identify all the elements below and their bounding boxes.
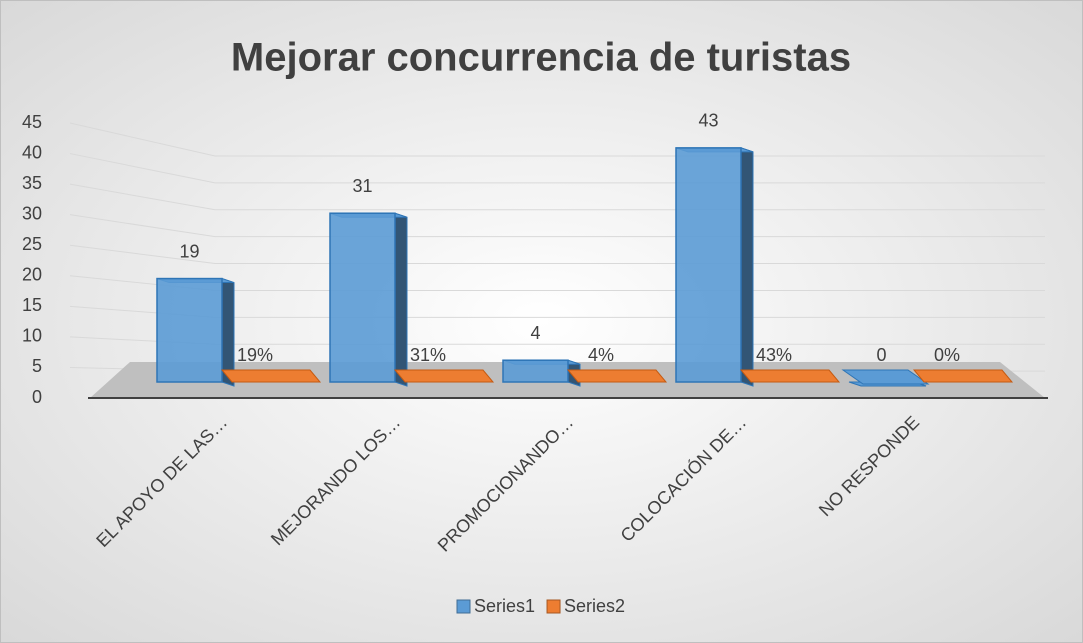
bar — [156, 277, 235, 387]
bar-front — [675, 147, 742, 383]
bar-top — [841, 369, 930, 385]
bar — [841, 369, 930, 387]
grid-line — [69, 244, 1045, 265]
bar-top — [912, 369, 1014, 383]
grid-line — [69, 153, 1045, 184]
value-label: 31 — [352, 176, 372, 196]
bar-front — [502, 359, 569, 383]
value-label: 43 — [698, 111, 718, 131]
bar — [675, 147, 754, 387]
legend-label: Series2 — [564, 596, 625, 616]
bar-side — [394, 212, 408, 387]
y-tick-label: 30 — [22, 203, 42, 223]
grid-line — [69, 183, 1045, 211]
value-label: 4% — [588, 345, 614, 365]
bar — [912, 369, 1014, 383]
bar — [502, 359, 581, 387]
bar-top — [739, 369, 841, 383]
chart-title: Mejorar concurrencia de turistas — [231, 36, 851, 80]
y-tick-label: 35 — [22, 173, 42, 193]
y-tick-label: 25 — [22, 234, 42, 254]
bar — [739, 369, 841, 383]
value-label: 0 — [876, 345, 886, 365]
value-label: 31% — [410, 345, 446, 365]
y-tick-label: 5 — [32, 356, 42, 376]
bar — [329, 212, 408, 387]
bar-top — [393, 369, 495, 383]
bar-top — [566, 369, 668, 383]
y-tick-label: 15 — [22, 295, 42, 315]
y-tick-label: 40 — [22, 142, 42, 162]
grid-line — [69, 122, 1045, 157]
legend-swatch — [456, 599, 471, 614]
bar-front — [329, 212, 396, 383]
bar-side — [740, 147, 754, 387]
y-tick-label: 20 — [22, 265, 42, 285]
legend-label: Series1 — [474, 596, 535, 616]
bar — [393, 369, 495, 383]
grid-line — [69, 214, 1045, 238]
bar — [566, 369, 668, 383]
bar-front — [156, 277, 223, 383]
value-label: 43% — [756, 345, 792, 365]
y-tick-label: 0 — [32, 387, 42, 407]
y-tick-label: 45 — [22, 112, 42, 132]
value-label: 19% — [237, 345, 273, 365]
value-label: 4 — [530, 323, 540, 343]
value-label: 0% — [934, 345, 960, 365]
bar-top — [220, 369, 322, 383]
bar — [220, 369, 322, 383]
value-label: 19 — [179, 241, 199, 261]
legend-swatch — [546, 599, 561, 614]
y-tick-label: 10 — [22, 326, 42, 346]
